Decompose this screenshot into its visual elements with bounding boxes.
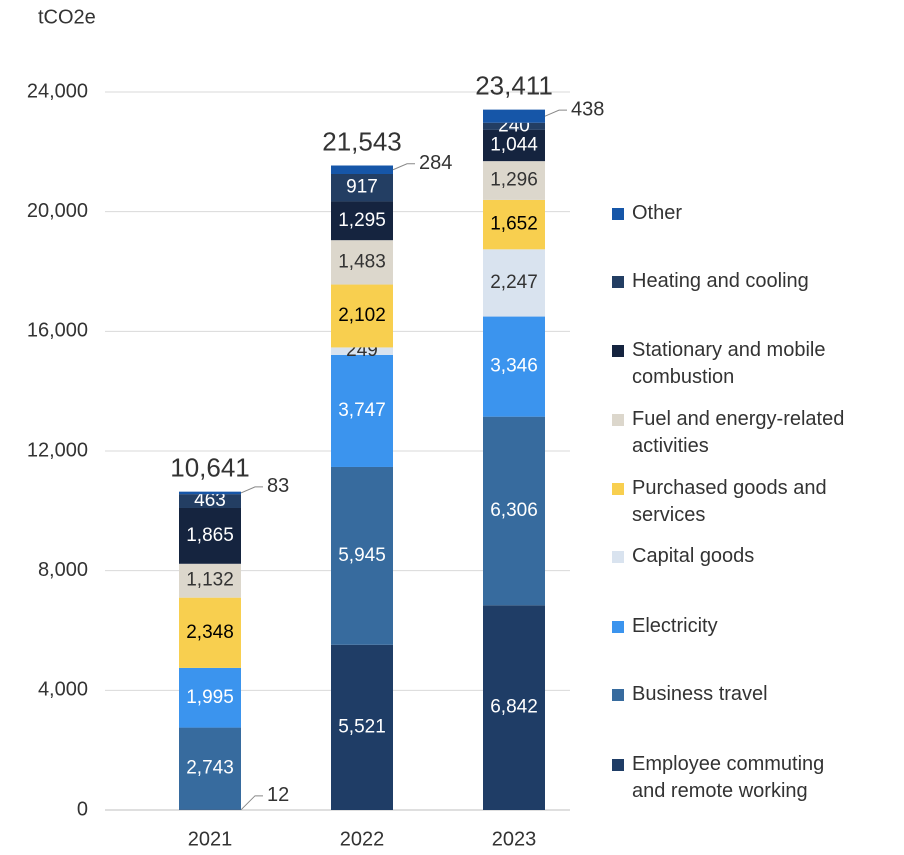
legend-label: Capital goods — [632, 545, 755, 567]
legend-item: Stationary and mobile combustion — [612, 337, 847, 391]
data-label: 2,348 — [186, 622, 234, 643]
total-label: 23,411 — [475, 70, 553, 100]
bar-segment — [331, 165, 393, 175]
data-label: 1,483 — [338, 251, 386, 272]
bar-segment — [483, 109, 545, 123]
bar-segment — [179, 491, 241, 495]
bar-segment — [179, 597, 241, 668]
bar-segment — [179, 667, 241, 728]
legend-swatch — [612, 689, 624, 701]
data-label: 1,132 — [186, 570, 234, 591]
data-label: 1,296 — [490, 170, 538, 191]
legend-label: Employee commuting and remote working — [632, 753, 825, 802]
bar-segment — [483, 416, 545, 606]
data-label: 6,842 — [490, 697, 538, 718]
data-label: 284 — [419, 152, 452, 174]
leader-line — [240, 486, 263, 494]
data-label: 83 — [267, 475, 289, 497]
bar-segment — [483, 129, 545, 162]
legend-label: Electricity — [632, 615, 718, 637]
bar-segment — [331, 644, 393, 810]
legend-item: Fuel and energy-related activities — [612, 406, 847, 460]
legend-swatch — [612, 276, 624, 288]
data-label: 438 — [571, 98, 604, 120]
legend-label: Heating and cooling — [632, 270, 809, 292]
data-label: 463 — [194, 490, 226, 511]
total-label: 21,543 — [322, 126, 402, 156]
legend-item: Heating and cooling — [612, 268, 847, 295]
legend-swatch — [612, 208, 624, 220]
x-tick-label: 2023 — [492, 828, 537, 850]
y-tick-label: 8,000 — [38, 559, 88, 581]
bar-segment — [331, 354, 393, 467]
data-label: 5,945 — [338, 545, 386, 566]
bar-segment — [483, 316, 545, 417]
bar-segment — [331, 284, 393, 348]
data-label: 2,102 — [338, 305, 386, 326]
data-label: 2,743 — [186, 758, 234, 779]
bar-segment — [331, 201, 393, 241]
leader-line — [544, 109, 567, 117]
legend-swatch — [612, 551, 624, 563]
legend-item: Business travel — [612, 681, 847, 708]
bar-segment — [483, 249, 545, 317]
legend-item: Other — [612, 200, 847, 227]
leader-line — [240, 795, 263, 811]
data-label: 1,865 — [186, 525, 234, 546]
bar-segment — [179, 727, 241, 810]
legend-swatch — [612, 414, 624, 426]
legend-swatch — [612, 621, 624, 633]
bar-segment — [483, 122, 545, 130]
x-tick-label: 2021 — [188, 828, 233, 850]
data-label: 3,346 — [490, 356, 538, 377]
total-label: 10,641 — [170, 453, 250, 483]
legend-swatch — [612, 483, 624, 495]
legend-label: Fuel and energy-related activities — [632, 408, 845, 457]
bar-segment — [483, 161, 545, 200]
data-label: 5,521 — [338, 716, 386, 737]
y-tick-label: 4,000 — [38, 679, 88, 701]
y-tick-label: 12,000 — [27, 439, 88, 461]
data-label: 12 — [267, 784, 289, 806]
legend-item: Capital goods — [612, 543, 847, 570]
legend-swatch — [612, 345, 624, 357]
data-label: 1,652 — [490, 214, 538, 235]
legend-swatch — [612, 759, 624, 771]
legend-label: Stationary and mobile combustion — [632, 339, 826, 388]
data-label: 1,295 — [338, 210, 386, 231]
legend-item: Employee commuting and remote working — [612, 751, 847, 805]
y-tick-label: 24,000 — [27, 80, 88, 102]
y-tick-label: 0 — [77, 798, 88, 820]
bar-segment — [331, 240, 393, 285]
bar-segment — [483, 605, 545, 810]
leader-line — [392, 163, 415, 171]
x-tick-label: 2022 — [340, 828, 385, 850]
bar-segment — [179, 494, 241, 508]
legend-label: Business travel — [632, 683, 768, 705]
y-tick-label: 20,000 — [27, 200, 88, 222]
data-label: 1,044 — [490, 135, 538, 156]
bar-segment — [179, 507, 241, 564]
data-label: 6,306 — [490, 500, 538, 521]
legend-item: Purchased goods and services — [612, 475, 847, 529]
data-label: 917 — [346, 177, 378, 198]
bar-segment — [331, 174, 393, 202]
bar-segment — [483, 199, 545, 250]
legend-label: Other — [632, 202, 683, 224]
data-label: 1,995 — [186, 687, 234, 708]
data-label: 2,247 — [490, 272, 538, 293]
bar-segment — [179, 563, 241, 598]
legend-item: Electricity — [612, 613, 847, 640]
data-label: 3,747 — [338, 400, 386, 421]
bar-segment — [331, 347, 393, 355]
bar-segment — [331, 466, 393, 645]
y-axis-label: tCO2e — [38, 6, 96, 28]
y-tick-label: 16,000 — [27, 320, 88, 342]
legend-label: Purchased goods and services — [632, 477, 827, 526]
